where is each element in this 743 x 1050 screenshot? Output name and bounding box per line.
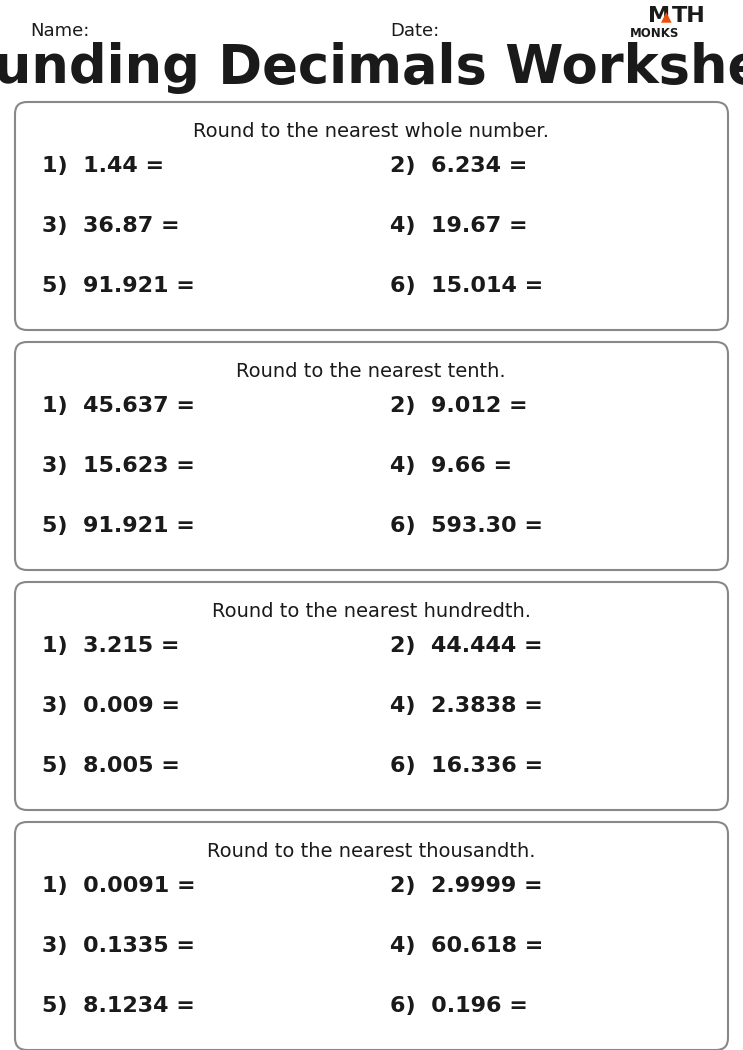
Text: Rounding Decimals Worksheet: Rounding Decimals Worksheet <box>0 42 743 94</box>
FancyBboxPatch shape <box>15 342 728 570</box>
Text: 3)  0.009 =: 3) 0.009 = <box>42 696 180 716</box>
Text: 5)  8.005 =: 5) 8.005 = <box>42 756 180 776</box>
Text: 2)  44.444 =: 2) 44.444 = <box>390 636 542 656</box>
Text: 6)  15.014 =: 6) 15.014 = <box>390 276 543 296</box>
Text: Round to the nearest whole number.: Round to the nearest whole number. <box>193 122 549 141</box>
Text: Name:: Name: <box>30 22 89 40</box>
Text: ▲: ▲ <box>661 9 672 23</box>
Text: 1)  3.215 =: 1) 3.215 = <box>42 636 180 656</box>
Text: 6)  0.196 =: 6) 0.196 = <box>390 996 528 1016</box>
Text: TH: TH <box>672 6 706 26</box>
Text: 4)  19.67 =: 4) 19.67 = <box>390 216 528 236</box>
Text: 2)  2.9999 =: 2) 2.9999 = <box>390 876 542 896</box>
Text: 2)  9.012 =: 2) 9.012 = <box>390 396 528 416</box>
Text: MONKS: MONKS <box>630 27 680 40</box>
Text: 3)  15.623 =: 3) 15.623 = <box>42 456 195 476</box>
Text: 5)  91.921 =: 5) 91.921 = <box>42 276 195 296</box>
Text: 3)  0.1335 =: 3) 0.1335 = <box>42 936 195 956</box>
FancyBboxPatch shape <box>15 582 728 810</box>
Text: Round to the nearest hundredth.: Round to the nearest hundredth. <box>212 602 531 621</box>
Text: 1)  0.0091 =: 1) 0.0091 = <box>42 876 195 896</box>
Text: 4)  9.66 =: 4) 9.66 = <box>390 456 512 476</box>
Text: 5)  91.921 =: 5) 91.921 = <box>42 516 195 536</box>
Text: 5)  8.1234 =: 5) 8.1234 = <box>42 996 195 1016</box>
Text: 3)  36.87 =: 3) 36.87 = <box>42 216 180 236</box>
Text: Date:: Date: <box>390 22 439 40</box>
Text: 6)  16.336 =: 6) 16.336 = <box>390 756 543 776</box>
Text: 1)  1.44 =: 1) 1.44 = <box>42 156 164 176</box>
Text: 4)  60.618 =: 4) 60.618 = <box>390 936 543 956</box>
Text: 4)  2.3838 =: 4) 2.3838 = <box>390 696 543 716</box>
Text: 6)  593.30 =: 6) 593.30 = <box>390 516 543 536</box>
Text: 2)  6.234 =: 2) 6.234 = <box>390 156 528 176</box>
Text: Round to the nearest thousandth.: Round to the nearest thousandth. <box>207 842 535 861</box>
Text: 1)  45.637 =: 1) 45.637 = <box>42 396 195 416</box>
FancyBboxPatch shape <box>15 102 728 330</box>
FancyBboxPatch shape <box>15 822 728 1050</box>
Text: M: M <box>648 6 670 26</box>
Text: Round to the nearest tenth.: Round to the nearest tenth. <box>236 362 506 381</box>
